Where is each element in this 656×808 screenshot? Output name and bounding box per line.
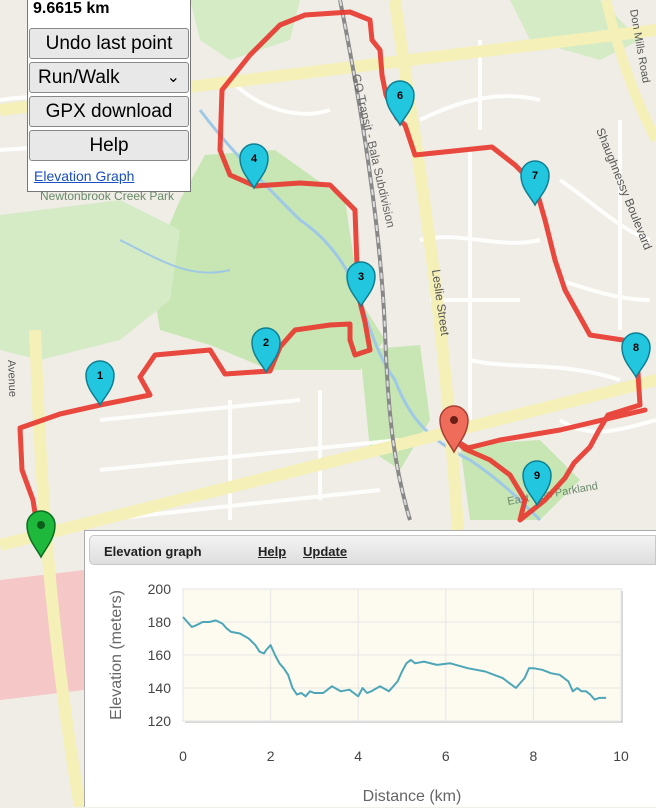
elevation-panel: Elevation graph Help Update 120 140 160 180… (84, 530, 656, 807)
km-marker-label: 6 (397, 90, 403, 102)
km-marker-label: 2 (263, 337, 269, 349)
route-line (17, 9, 648, 548)
x-tick-label: 4 (354, 748, 362, 764)
map-label: Newtonbrook Creek Park (40, 189, 175, 203)
y-tick-label: 140 (148, 680, 172, 696)
park-area (0, 200, 180, 360)
km-marker-icon[interactable]: 1 (85, 360, 115, 407)
x-tick-label: 0 (179, 748, 187, 764)
km-marker-label: 9 (534, 470, 540, 482)
elevation-panel-header[interactable]: Elevation graph Help Update (89, 535, 656, 565)
km-marker-icon[interactable]: 6 (385, 80, 415, 127)
panel-help-link[interactable]: Help (258, 544, 287, 559)
y-tick-label: 120 (148, 713, 172, 729)
y-tick-label: 180 (148, 614, 172, 630)
gpx-download-button[interactable]: GPX download (29, 96, 189, 127)
y-tick-label: 160 (148, 647, 172, 663)
creek (198, 109, 542, 522)
distance-readout: 9.6615 km (33, 0, 110, 17)
km-marker-icon[interactable]: 4 (239, 143, 269, 190)
help-button[interactable]: Help (29, 130, 189, 161)
map-label: Avenue (5, 360, 18, 398)
elevation-chart: 120 140 160 180 200 0 2 4 6 8 10 Elevation (meters)… (108, 581, 629, 805)
km-marker-icon[interactable]: 2 (251, 327, 281, 374)
km-marker-label: 7 (532, 170, 538, 182)
activity-select-value: Run/Walk (38, 67, 120, 88)
x-tick-label: 8 (530, 748, 538, 764)
panel-title: Elevation graph (104, 544, 202, 559)
km-marker-label: 4 (251, 153, 258, 165)
y-axis-label: Elevation (meters) (108, 590, 125, 720)
km-marker-label: 8 (633, 342, 639, 354)
route-controls: 9.6615 km Undo last point Run/Walk ⌄ GPX… (27, 0, 191, 192)
km-marker-label: 3 (358, 271, 364, 283)
km-marker-icon[interactable]: 8 (621, 332, 651, 379)
elevation-series-line (182, 616, 607, 701)
park-area (0, 570, 84, 700)
x-tick-label: 2 (267, 748, 275, 764)
park-area (150, 150, 385, 370)
km-marker-icon[interactable]: 3 (346, 261, 376, 308)
chevron-down-icon: ⌄ (166, 69, 180, 86)
road (601, 0, 656, 143)
panel-update-link[interactable]: Update (303, 544, 348, 559)
km-marker-label: 1 (97, 370, 103, 382)
park-area (190, 0, 300, 60)
railway (339, 0, 411, 521)
end-marker-icon[interactable] (439, 405, 469, 454)
y-tick-label: 200 (148, 581, 172, 597)
elevation-graph-link[interactable]: Elevation Graph (34, 168, 135, 184)
x-tick-label: 6 (442, 748, 450, 764)
undo-button[interactable]: Undo last point (29, 28, 189, 59)
km-marker-icon[interactable]: 7 (520, 160, 550, 207)
x-axis-label: Distance (km) (363, 788, 462, 805)
start-marker-icon[interactable] (26, 510, 56, 559)
x-tick-label: 10 (613, 748, 629, 764)
km-marker-icon[interactable]: 9 (522, 460, 552, 507)
road (0, 374, 656, 551)
activity-select[interactable]: Run/Walk ⌄ (29, 62, 189, 93)
creek (119, 239, 231, 274)
